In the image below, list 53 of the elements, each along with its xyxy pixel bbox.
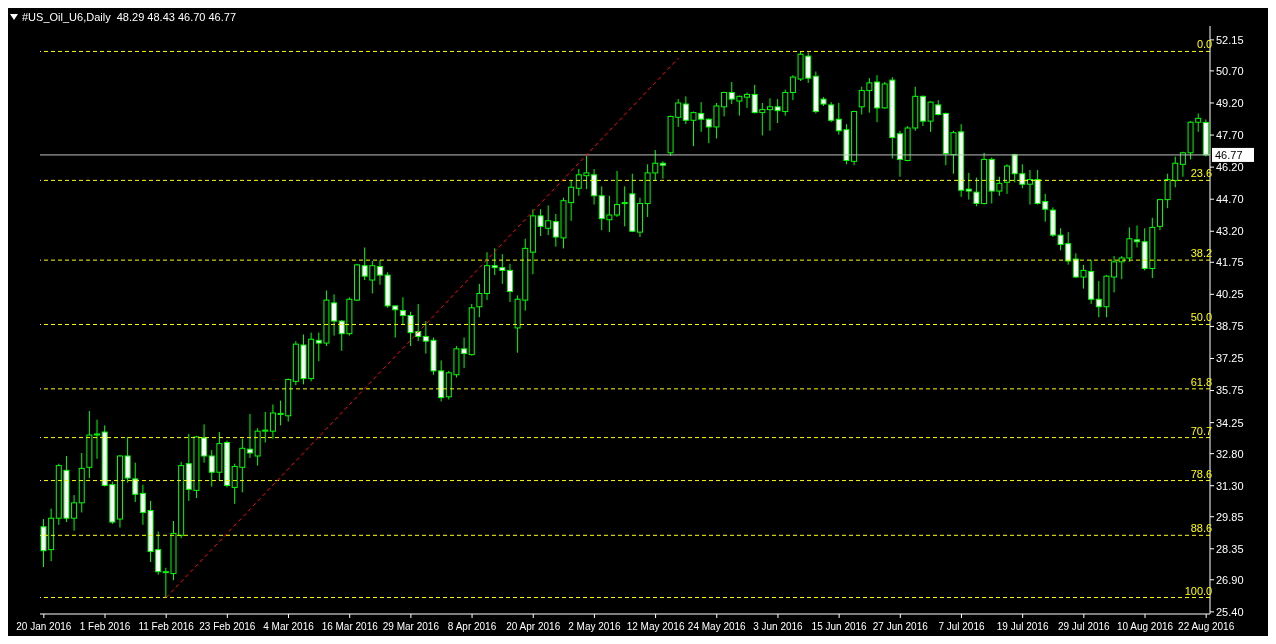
x-tick-label: 22 Aug 2016: [1178, 621, 1235, 632]
chart-title: #US_Oil_U6,Daily 48.29 48.43 46.70 46.77: [22, 11, 237, 23]
annotation: 23.6: [1190, 167, 1213, 180]
y-tick-label: 35.75: [1216, 384, 1244, 397]
y-tick-label: 41.75: [1216, 256, 1244, 269]
annotation: 78.6: [1190, 467, 1213, 480]
candlestick: [506, 263, 513, 303]
annotation: 0.0: [1196, 38, 1213, 51]
x-tick-label: 29 Jul 2016: [1057, 621, 1111, 632]
y-tick-label: 47.70: [1216, 128, 1244, 141]
y-tick-label: 46.20: [1216, 161, 1244, 174]
x-tick-label: 20 Apr 2016: [506, 621, 561, 632]
y-tick-label: 43.20: [1216, 225, 1244, 238]
x-tick-label: 8 Apr 2016: [447, 621, 497, 632]
y-tick-label: 28.35: [1216, 542, 1244, 555]
annotation: 100.0: [1184, 584, 1213, 597]
x-tick-label: 4 Mar 2016: [263, 621, 315, 632]
y-tick-label: 26.90: [1216, 573, 1244, 586]
y-tick-label: 34.25: [1216, 416, 1244, 429]
annotation: 50.0: [1190, 311, 1213, 324]
y-tick-label: 25.40: [1216, 605, 1244, 618]
x-tick-label: 16 Mar 2016: [321, 621, 379, 632]
x-tick-label: 24 May 2016: [687, 621, 747, 632]
annotation: 61.8: [1190, 375, 1213, 388]
y-tick-label: 37.25: [1216, 352, 1244, 365]
annotation: 38.2: [1190, 247, 1213, 260]
y-tick-label: 44.70: [1216, 193, 1244, 206]
y-tick-label: 32.80: [1216, 447, 1244, 460]
x-tick-label: 19 Jul 2016: [996, 621, 1049, 632]
y-tick-label: 50.70: [1216, 64, 1244, 77]
x-tick-label: 29 Mar 2016: [382, 621, 440, 632]
x-tick-label: 7 Jul 2016: [938, 621, 985, 632]
x-tick-label: 15 Jun 2016: [811, 621, 868, 632]
x-tick-label: 1 Feb 2016: [79, 621, 131, 632]
x-tick-label: 10 Aug 2016: [1116, 621, 1174, 632]
y-tick-label: 40.25: [1216, 288, 1244, 301]
y-tick-label: 49.20: [1216, 96, 1244, 109]
x-tick-label: 23 Feb 2016: [199, 621, 256, 632]
y-tick-label: 29.85: [1216, 510, 1244, 523]
candlestick: [659, 160, 666, 180]
ref-line-label: 46.77: [1215, 148, 1243, 161]
y-tick-label: 52.15: [1216, 33, 1244, 46]
annotation: 88.6: [1190, 522, 1213, 535]
x-tick-label: 27 Jun 2016: [872, 621, 929, 632]
x-tick-label: 12 May 2016: [626, 621, 685, 632]
y-tick-label: 38.75: [1216, 320, 1244, 333]
x-tick-label: 20 Jan 2016: [16, 621, 72, 632]
x-tick-label: 11 Feb 2016: [138, 621, 195, 632]
x-tick-label: 3 Jun 2016: [753, 621, 804, 632]
candlestick: [1004, 163, 1011, 195]
annotation: 70.7: [1190, 424, 1213, 437]
y-tick-label: 31.30: [1216, 479, 1244, 492]
x-tick-label: 2 May 2016: [568, 621, 621, 632]
